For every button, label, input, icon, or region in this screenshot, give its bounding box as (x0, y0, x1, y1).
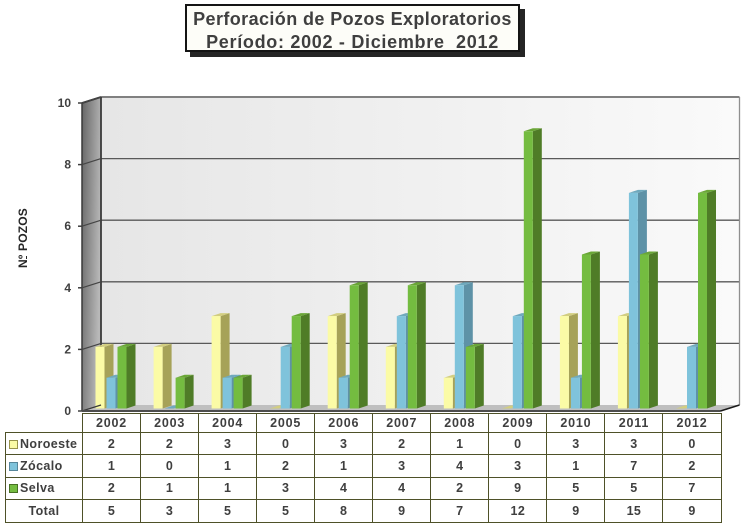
svg-text:4: 4 (64, 281, 71, 295)
svg-text:10: 10 (58, 96, 72, 110)
svg-text:8: 8 (64, 158, 71, 172)
svg-text:0: 0 (64, 404, 71, 418)
svg-text:6: 6 (64, 219, 71, 233)
svg-text:2: 2 (64, 342, 71, 356)
